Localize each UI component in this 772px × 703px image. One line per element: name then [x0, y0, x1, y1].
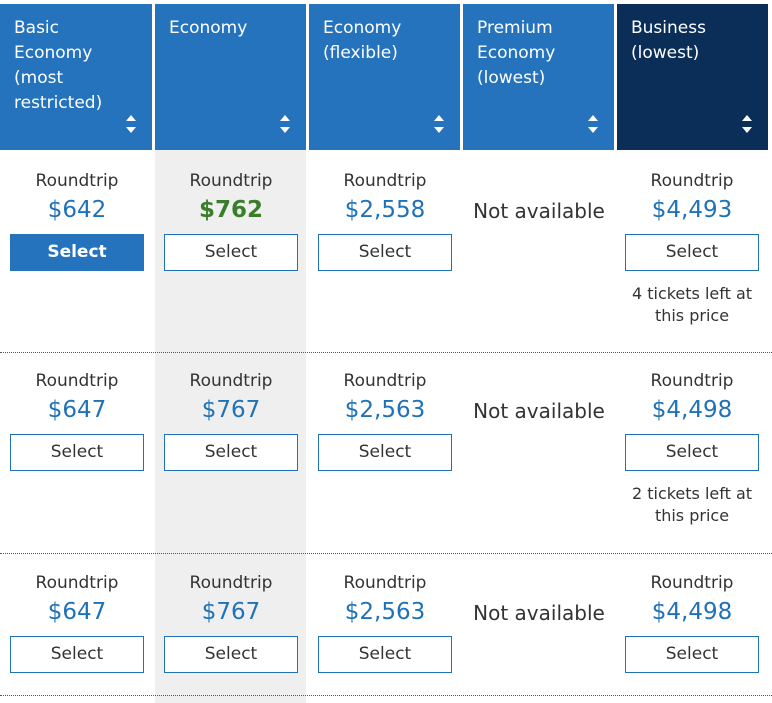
select-fare-button[interactable]: Select	[318, 234, 452, 271]
column-header-label: Economy	[169, 18, 248, 38]
trip-type-label: Roundtrip	[35, 573, 119, 593]
fare-cell: Roundtrip $4,498 Select 2 tickets left a…	[615, 350, 769, 527]
trip-type-label: Roundtrip	[650, 573, 734, 593]
not-available-label: Not available	[473, 601, 605, 625]
fare-cell: Roundtrip $4,498 Select	[615, 552, 769, 673]
fare-price: $762	[198, 197, 263, 223]
column-header-economy[interactable]: Economy	[155, 4, 306, 150]
trip-type-label: Roundtrip	[189, 171, 273, 191]
fare-price: $4,498	[651, 397, 733, 423]
row-divider	[0, 352, 772, 353]
fare-price: $767	[201, 397, 261, 423]
row-divider	[0, 695, 772, 696]
select-fare-button[interactable]: Select	[625, 636, 759, 673]
fare-cell: Not available	[462, 552, 616, 626]
trip-type-label: Roundtrip	[189, 371, 273, 391]
not-available-label: Not available	[473, 399, 605, 423]
fare-cell: Not available	[462, 350, 616, 424]
select-fare-button[interactable]: Select	[10, 434, 144, 471]
select-fare-button[interactable]: Select	[10, 636, 144, 673]
fare-cell: Roundtrip $647 Select	[0, 350, 154, 471]
fare-price: $2,563	[344, 599, 426, 625]
fare-cell: Not available	[462, 150, 616, 224]
trip-type-label: Roundtrip	[650, 371, 734, 391]
sort-icon[interactable]	[588, 115, 598, 133]
fare-cell: Roundtrip $762 Select	[154, 150, 308, 271]
trip-type-label: Roundtrip	[35, 371, 119, 391]
fare-cell: Roundtrip $4,493 Select 4 tickets left a…	[615, 150, 769, 327]
trip-type-label: Roundtrip	[343, 171, 427, 191]
row-divider	[0, 553, 772, 554]
select-fare-button[interactable]: Select	[318, 434, 452, 471]
fare-price: $2,563	[344, 397, 426, 423]
tickets-left-note: 2 tickets left at this price	[631, 484, 753, 525]
fare-row: Roundtrip $647 Select Roundtrip $767 Sel…	[0, 350, 772, 553]
fare-price: $767	[201, 599, 261, 625]
fare-class-header: Basic Economy (most restricted) Economy …	[0, 0, 772, 150]
fare-cell: Roundtrip $647 Select	[0, 552, 154, 673]
select-fare-button[interactable]: Select	[164, 636, 298, 673]
select-fare-button[interactable]: Select	[318, 636, 452, 673]
fare-price: $4,493	[651, 197, 733, 223]
not-available-label: Not available	[473, 199, 605, 223]
column-header-label: Premium Economy (lowest)	[477, 18, 556, 88]
fare-cell: Roundtrip $767 Select	[154, 350, 308, 471]
fare-cell: Roundtrip $2,563 Select	[308, 552, 462, 673]
column-header-economy-flexible[interactable]: Economy (flexible)	[309, 4, 460, 150]
sort-icon[interactable]	[742, 115, 752, 133]
select-fare-button[interactable]: Select	[164, 234, 298, 271]
trip-type-label: Roundtrip	[650, 171, 734, 191]
fare-price: $647	[47, 599, 107, 625]
fare-price: $2,558	[344, 197, 426, 223]
tickets-left-note: 4 tickets left at this price	[631, 284, 753, 325]
trip-type-label: Roundtrip	[35, 171, 119, 191]
fare-cell: Roundtrip $2,563 Select	[308, 350, 462, 471]
fare-price: $4,498	[651, 599, 733, 625]
column-header-basic-economy[interactable]: Basic Economy (most restricted)	[0, 4, 152, 150]
sort-icon[interactable]	[280, 115, 290, 133]
column-header-business[interactable]: Business (lowest)	[617, 4, 768, 150]
fare-row: Roundtrip $642 Select Roundtrip $762 Sel…	[0, 150, 772, 353]
select-fare-button[interactable]: Select	[625, 234, 759, 271]
column-header-label: Economy (flexible)	[323, 18, 402, 63]
column-header-premium-economy[interactable]: Premium Economy (lowest)	[463, 4, 614, 150]
fare-price: $642	[47, 197, 107, 223]
sort-icon[interactable]	[126, 115, 136, 133]
column-header-label: Basic Economy (most restricted)	[14, 18, 103, 113]
column-header-label: Business (lowest)	[631, 18, 706, 63]
trip-type-label: Roundtrip	[343, 371, 427, 391]
fare-cell: Roundtrip $767 Select	[154, 552, 308, 673]
trip-type-label: Roundtrip	[343, 573, 427, 593]
fare-price: $647	[47, 397, 107, 423]
fare-row: Roundtrip $647 Select Roundtrip $767 Sel…	[0, 552, 772, 697]
select-fare-button[interactable]: Select	[164, 434, 298, 471]
fare-cell: Roundtrip $642 Select	[0, 150, 154, 271]
sort-icon[interactable]	[434, 115, 444, 133]
select-fare-button[interactable]: Select	[10, 234, 144, 271]
select-fare-button[interactable]: Select	[625, 434, 759, 471]
fare-cell: Roundtrip $2,558 Select	[308, 150, 462, 271]
trip-type-label: Roundtrip	[189, 573, 273, 593]
